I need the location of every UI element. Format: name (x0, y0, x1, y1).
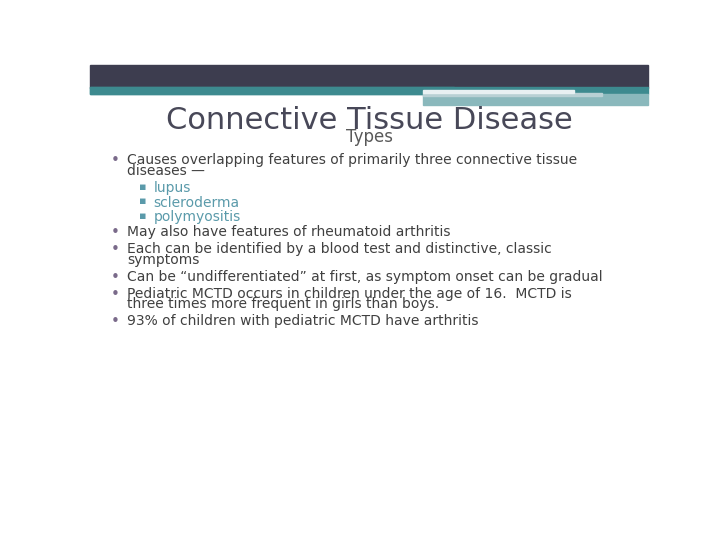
Text: •: • (110, 287, 120, 301)
Bar (90, 87, 648, 94)
Text: three times more frequent in girls than boys.: three times more frequent in girls than … (127, 298, 439, 312)
Bar (90, 87, 454, 94)
Text: •: • (110, 269, 120, 285)
Text: Each can be identified by a blood test and distinctive, classic: Each can be identified by a blood test a… (127, 242, 552, 256)
Text: lupus: lupus (153, 181, 191, 195)
Text: •: • (110, 242, 120, 257)
Text: polymyositis: polymyositis (153, 211, 240, 224)
Text: Types: Types (346, 128, 392, 146)
Text: Can be “undifferentiated” at first, as symptom onset can be gradual: Can be “undifferentiated” at first, as s… (127, 269, 603, 284)
Text: symptoms: symptoms (127, 253, 199, 267)
Text: diseases —: diseases — (127, 164, 205, 178)
Text: May also have features of rheumatoid arthritis: May also have features of rheumatoid art… (127, 225, 451, 239)
Bar (423, 92, 601, 96)
Bar (423, 90, 575, 93)
Text: Connective Tissue Disease: Connective Tissue Disease (166, 106, 572, 135)
Text: •: • (110, 225, 120, 240)
Text: ▪: ▪ (139, 197, 146, 206)
Text: Causes overlapping features of primarily three connective tissue: Causes overlapping features of primarily… (127, 153, 577, 167)
Text: •: • (110, 153, 120, 168)
Bar (90, 65, 648, 88)
Text: •: • (110, 314, 120, 329)
Text: Pediatric MCTD occurs in children under the age of 16.  MCTD is: Pediatric MCTD occurs in children under … (127, 287, 572, 301)
Bar (423, 94, 648, 105)
Text: ▪: ▪ (139, 182, 146, 192)
Text: 93% of children with pediatric MCTD have arthritis: 93% of children with pediatric MCTD have… (127, 314, 479, 328)
Text: ▪: ▪ (139, 211, 146, 221)
Text: scleroderma: scleroderma (153, 195, 240, 210)
